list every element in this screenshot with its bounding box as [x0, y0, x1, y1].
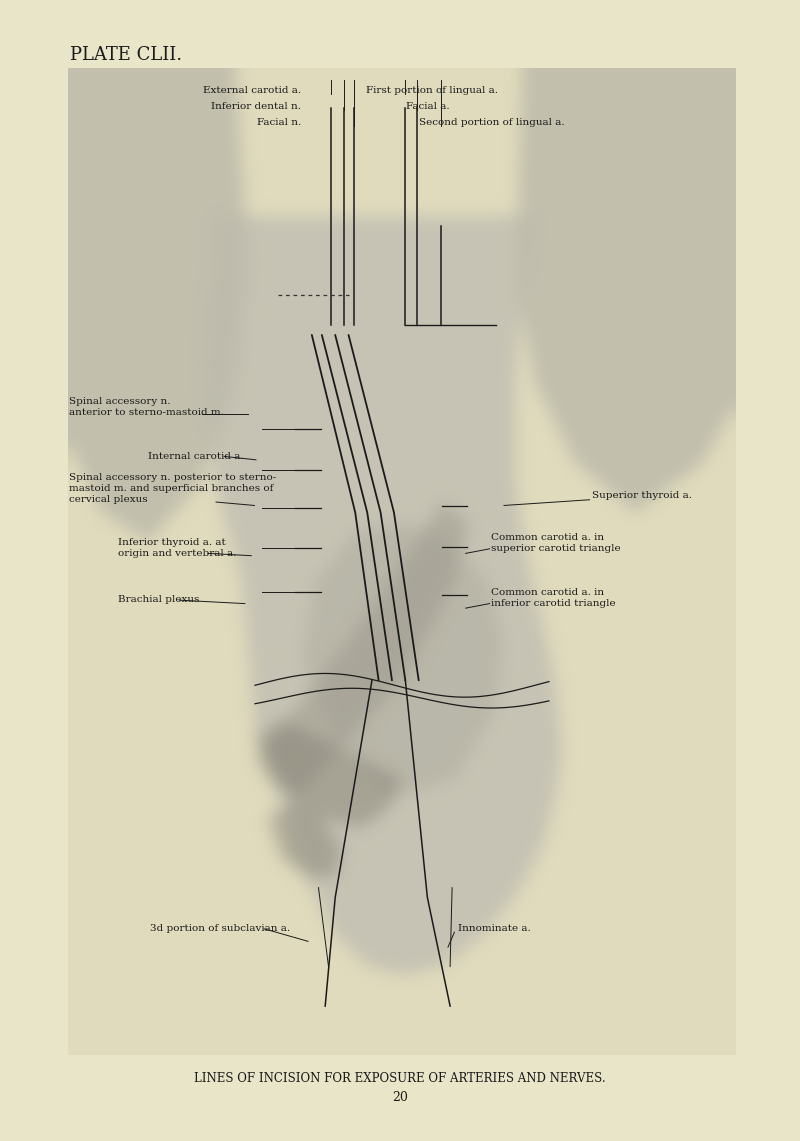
Text: PLATE CLII.: PLATE CLII.: [70, 46, 182, 64]
Text: First portion of lingual a.: First portion of lingual a.: [366, 86, 498, 95]
Text: Second portion of lingual a.: Second portion of lingual a.: [419, 118, 565, 127]
Text: Inferior thyroid a. at
origin and vertebral a.: Inferior thyroid a. at origin and verteb…: [118, 537, 237, 558]
Text: Facial n.: Facial n.: [257, 118, 301, 127]
Text: Brachial plexus: Brachial plexus: [118, 594, 200, 604]
Text: 20: 20: [392, 1091, 408, 1104]
Text: Superior thyroid a.: Superior thyroid a.: [592, 491, 692, 500]
Text: External carotid a.: External carotid a.: [202, 86, 301, 95]
Text: Spinal accessory n. posterior to sterno-
mastoid m. and superficial branches of
: Spinal accessory n. posterior to sterno-…: [69, 472, 276, 504]
Text: Innominate a.: Innominate a.: [458, 924, 530, 933]
Text: Inferior dental n.: Inferior dental n.: [211, 102, 301, 111]
Text: Spinal accessory n.
anterior to sterno-mastoid m.: Spinal accessory n. anterior to sterno-m…: [69, 397, 224, 418]
Text: Internal carotid a.: Internal carotid a.: [148, 452, 244, 461]
Text: Common carotid a. in
superior carotid triangle: Common carotid a. in superior carotid tr…: [491, 533, 621, 553]
Text: Common carotid a. in
inferior carotid triangle: Common carotid a. in inferior carotid tr…: [491, 588, 616, 608]
Text: LINES OF INCISION FOR EXPOSURE OF ARTERIES AND NERVES.: LINES OF INCISION FOR EXPOSURE OF ARTERI…: [194, 1071, 606, 1085]
Text: 3d portion of subclavian a.: 3d portion of subclavian a.: [150, 924, 290, 933]
Text: Facial a.: Facial a.: [406, 102, 450, 111]
